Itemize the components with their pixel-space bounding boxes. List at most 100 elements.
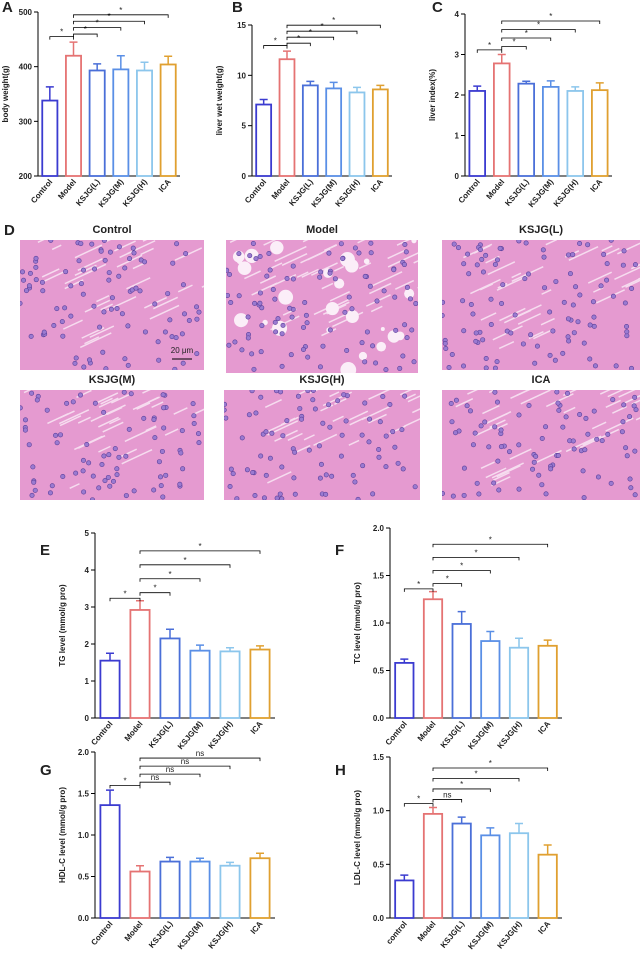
tissue-streak	[162, 208, 193, 223]
nucleus	[100, 349, 106, 355]
nucleus	[272, 319, 278, 325]
nucleus	[105, 474, 111, 480]
y-tick-label: 500	[19, 8, 33, 17]
nucleus	[172, 366, 178, 370]
significance-label: *	[446, 575, 449, 584]
nucleus	[291, 475, 297, 481]
nucleus	[483, 356, 489, 362]
nucleus	[370, 491, 376, 497]
tissue-streak	[180, 375, 193, 382]
y-tick-label: 4	[455, 10, 460, 19]
tissue-streak	[369, 282, 392, 295]
y-tick-label: 1	[85, 677, 90, 686]
nucleus	[127, 256, 133, 262]
tissue-streak	[41, 268, 60, 278]
tissue-streak	[100, 397, 113, 405]
error-bar	[571, 86, 580, 91]
tissue	[224, 390, 420, 500]
nucleus	[368, 240, 374, 246]
error-bar	[546, 80, 555, 87]
nucleus	[152, 301, 158, 307]
bar	[371, 88, 389, 177]
x-tick-label: Model	[270, 178, 292, 201]
nucleus	[76, 258, 82, 264]
tissue-streak	[58, 409, 90, 425]
nucleus	[392, 294, 398, 300]
nucleus	[227, 484, 233, 490]
nucleus	[573, 284, 579, 290]
vacuole	[345, 259, 359, 273]
error-bar	[457, 816, 466, 824]
tissue-streak	[79, 332, 112, 349]
nucleus	[338, 453, 344, 459]
nucleus	[288, 352, 294, 358]
tissue-streak	[599, 390, 623, 395]
tissue-streak	[292, 215, 305, 222]
tissue-streak	[168, 213, 186, 222]
bar	[129, 870, 151, 919]
tissue-streak	[95, 392, 119, 404]
nucleus	[323, 491, 329, 497]
tissue-streak	[126, 277, 151, 290]
x-tick-label: Model	[123, 720, 145, 743]
significance-label: *	[60, 28, 63, 37]
nucleus	[20, 300, 23, 306]
error-bar	[69, 41, 78, 56]
nucleus	[566, 252, 572, 258]
tissue-streak	[302, 240, 318, 243]
tissue-streak	[593, 286, 604, 293]
nucleus	[570, 438, 576, 444]
nucleus	[81, 489, 87, 495]
significance-bracket	[139, 773, 201, 778]
tissue-streak	[417, 280, 418, 289]
nucleus	[360, 463, 366, 469]
nucleus	[442, 313, 445, 319]
nucleus	[33, 264, 39, 270]
x-tick-label: KSJG(H)	[206, 719, 234, 750]
significance-label: *	[460, 780, 463, 789]
panel-label: G	[40, 762, 52, 779]
tissue-streak	[568, 246, 599, 262]
tissue-streak	[110, 394, 130, 404]
nucleus	[278, 390, 284, 395]
tissue-streak	[412, 406, 420, 414]
significance-bracket	[109, 784, 141, 789]
tissue-streak	[329, 391, 340, 398]
nucleus	[306, 447, 312, 453]
nucleus	[53, 432, 59, 438]
nucleus	[391, 267, 397, 273]
tissue-streak	[533, 329, 552, 340]
significance-label: *	[460, 562, 463, 571]
nucleus	[131, 250, 137, 256]
tissue-streak	[105, 206, 133, 220]
nucleus	[566, 338, 572, 344]
nucleus	[310, 397, 316, 403]
tissue-streak	[152, 296, 179, 310]
nucleus	[323, 472, 329, 478]
tissue-streak	[119, 249, 135, 259]
significance-label: *	[512, 38, 515, 47]
bar	[348, 91, 366, 177]
nucleus	[290, 276, 296, 282]
panel-label: A	[2, 0, 13, 16]
bar	[189, 860, 211, 919]
error-bar	[166, 856, 174, 862]
nucleus	[84, 441, 90, 447]
nucleus	[362, 359, 368, 365]
nucleus	[289, 314, 295, 320]
nucleus	[480, 269, 486, 275]
tissue-streak	[200, 223, 219, 233]
tissue-streak	[545, 240, 558, 246]
nucleus	[160, 494, 166, 500]
nucleus	[92, 400, 98, 406]
nucleus	[170, 260, 176, 266]
nucleus	[492, 424, 498, 430]
nucleus	[196, 309, 202, 315]
tissue-streak	[136, 199, 151, 207]
tissue	[20, 199, 219, 370]
nucleus	[96, 485, 102, 491]
nucleus	[621, 248, 627, 254]
y-tick-label: 300	[19, 117, 33, 126]
error-bar	[136, 864, 144, 872]
tissue-streak	[40, 271, 64, 284]
